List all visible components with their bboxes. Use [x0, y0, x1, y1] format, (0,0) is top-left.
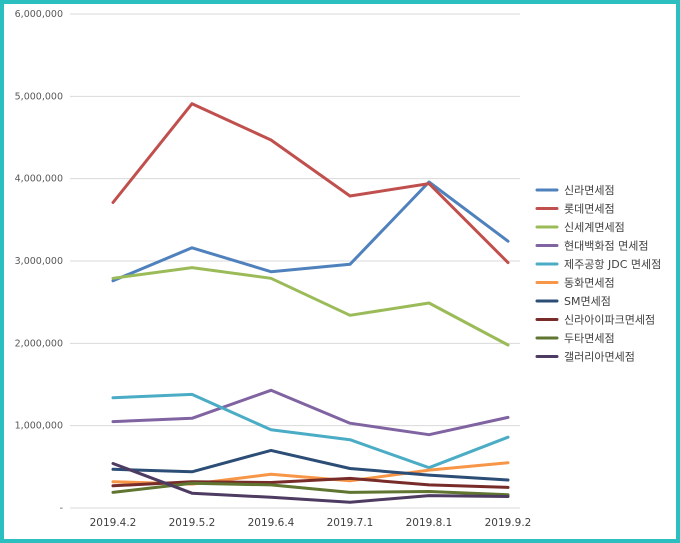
- legend-label: 신세계면세점: [564, 221, 625, 234]
- series-line: [111, 102, 510, 265]
- legend-label: 동화면세점: [564, 277, 615, 290]
- series-line: [111, 180, 510, 283]
- y-tick-label: 4,000,000: [15, 174, 63, 185]
- y-tick-label: 6,000,000: [15, 9, 63, 20]
- series-line: [111, 481, 510, 497]
- x-tick-label: 2019.9.2: [485, 517, 532, 529]
- x-tick-label: 2019.7.1: [327, 517, 374, 529]
- legend-label: 갤러리아면세점: [564, 351, 635, 364]
- x-tick-label: 2019.6.4: [248, 517, 295, 529]
- legend-label: 현대백화점 면세점: [564, 240, 648, 253]
- legend-label: 신라아이파크면세점: [564, 314, 655, 327]
- y-tick-label: 2,000,000: [15, 338, 63, 349]
- x-tick-label: 2019.4.2: [90, 517, 137, 529]
- series-lines: [111, 102, 510, 504]
- y-axis-ticks: - 1,000,000 2,000,000 3,000,000 4,000,000 5,0…: [15, 9, 63, 514]
- y-tick-label: 3,000,000: [15, 256, 63, 267]
- y-tick-label: -: [60, 503, 63, 514]
- x-tick-label: 2019.5.2: [169, 517, 216, 529]
- x-tick-label: 2019.8.1: [406, 517, 453, 529]
- series-line: [111, 388, 510, 437]
- gridlines: [70, 13, 520, 509]
- y-tick-label: 1,000,000: [15, 421, 63, 432]
- series-line: [111, 462, 510, 504]
- series-line: [111, 266, 510, 347]
- legend-label: 신라면세점: [564, 184, 615, 197]
- series-line: [111, 392, 510, 470]
- legend-label: SM면세점: [564, 295, 611, 308]
- y-tick-label: 5,000,000: [15, 91, 63, 102]
- series-line: [111, 448, 510, 482]
- legend-label: 두타면세점: [564, 332, 615, 345]
- legend-label: 제주공항 JDC 면세점: [564, 258, 661, 271]
- x-axis-ticks: 2019.4.2 2019.5.2 2019.6.4 2019.7.1 2019.8.1…: [90, 517, 532, 529]
- series-line: [111, 476, 510, 489]
- legend-label: 롯데면세점: [564, 203, 615, 216]
